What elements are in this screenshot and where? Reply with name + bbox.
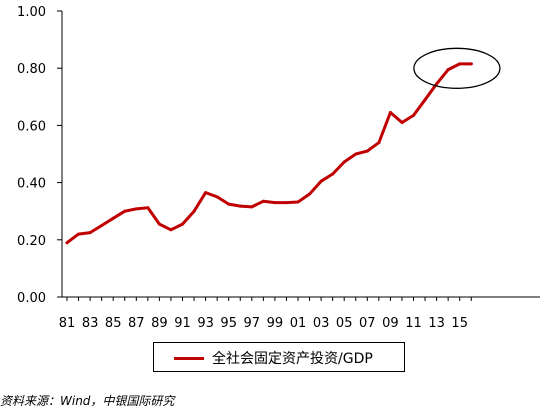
data-point (469, 62, 473, 66)
y-tick-label: 0.40 (17, 177, 46, 192)
data-point (412, 113, 415, 117)
data-point (365, 149, 369, 153)
data-point (423, 98, 427, 102)
y-tick-label: 0.00 (17, 291, 46, 306)
series-line (65, 62, 473, 245)
data-point (100, 224, 104, 227)
data-point (458, 62, 462, 66)
data-point (204, 191, 208, 195)
data-point (146, 206, 150, 210)
data-point (319, 179, 323, 183)
data-point (446, 68, 450, 72)
data-point (435, 82, 439, 86)
data-point (111, 216, 115, 220)
legend: 全社会固定资产投资/GDP (153, 342, 405, 372)
x-tick-label: 11 (405, 316, 422, 331)
source-note: 资料来源：Wind，中银国际研究 (0, 394, 175, 408)
data-point (77, 232, 80, 236)
y-axis: 0.00 0.20 0.40 0.60 0.80 1.00 (17, 5, 63, 306)
legend-label: 全社会固定资产投资/GDP (212, 351, 373, 367)
data-point (65, 241, 69, 245)
x-tick-label: 99 (267, 316, 284, 331)
x-tick-label: 91 (174, 316, 191, 331)
data-point (192, 209, 196, 213)
data-point (388, 111, 392, 114)
data-point (261, 199, 265, 203)
data-point (342, 160, 346, 164)
y-tick-label: 0.80 (17, 62, 46, 77)
data-point (400, 121, 404, 124)
data-point (134, 207, 138, 211)
y-tick-label: 1.00 (17, 5, 46, 20)
x-axis: 81 83 85 87 89 91 93 95 97 99 01 03 05 07 09 11 13 15 (59, 296, 540, 331)
data-point (227, 202, 231, 206)
data-point (296, 200, 300, 204)
y-tick-label: 0.20 (17, 234, 46, 249)
x-tick-label: 13 (428, 316, 445, 331)
data-point (377, 141, 381, 145)
highlight-ellipse (413, 47, 501, 89)
x-tick-label: 07 (359, 316, 376, 331)
x-tick-label: 01 (290, 316, 307, 331)
data-point (250, 205, 254, 209)
x-tick-label: 83 (82, 316, 99, 331)
data-point (285, 201, 288, 205)
legend-line-swatch (174, 357, 204, 360)
data-point (273, 201, 277, 205)
data-point (181, 222, 184, 226)
x-tick-label: 89 (151, 316, 168, 331)
data-point (238, 204, 242, 208)
x-tick-label: 09 (382, 316, 399, 331)
data-point (123, 209, 127, 213)
data-point (215, 195, 219, 199)
x-tick-label: 03 (313, 316, 330, 331)
y-tick-label: 0.60 (17, 119, 46, 134)
x-tick-label: 97 (244, 316, 261, 331)
x-tick-label: 15 (451, 316, 468, 331)
series (65, 62, 473, 245)
data-point (354, 152, 358, 156)
data-point (157, 222, 161, 226)
data-point (331, 172, 335, 176)
annotation (413, 47, 501, 89)
x-tick-label: 85 (105, 316, 122, 331)
data-point (169, 228, 173, 232)
x-tick-label: 95 (220, 316, 237, 331)
data-point (308, 192, 312, 196)
x-tick-label: 93 (197, 316, 214, 331)
x-tick-label: 05 (336, 316, 353, 331)
x-tick-label: 81 (59, 316, 76, 331)
data-point (88, 231, 92, 235)
x-tick-label: 87 (128, 316, 145, 331)
